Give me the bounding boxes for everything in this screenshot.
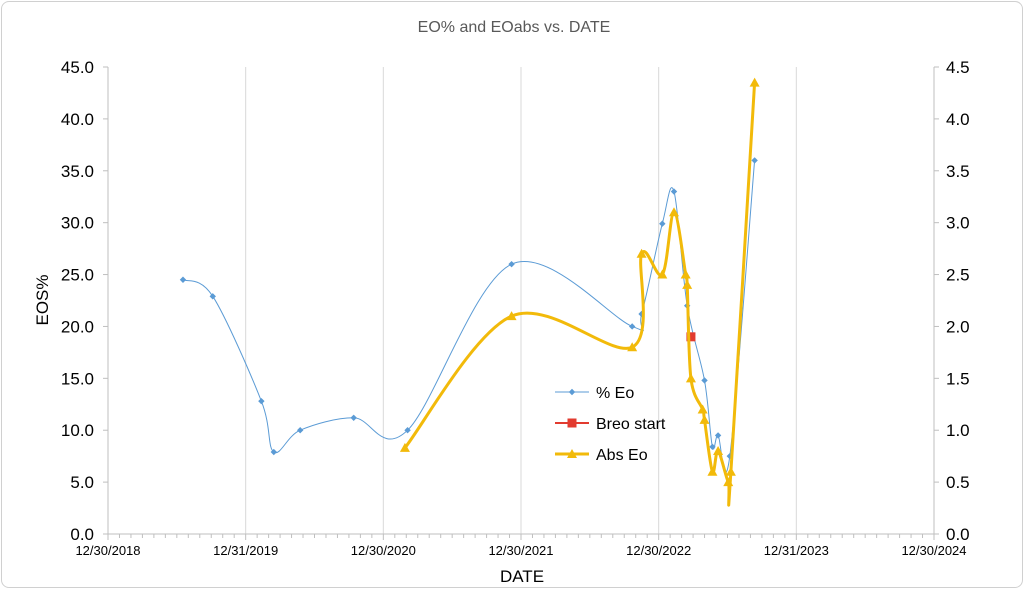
legend-swatch-marker xyxy=(567,418,577,428)
eo-point xyxy=(701,377,708,384)
eo-point xyxy=(670,188,678,195)
breo-start-point xyxy=(686,332,696,342)
legend-label: % Eo xyxy=(596,385,634,402)
y-tick-label: 15.0 xyxy=(61,369,94,388)
abs-eo-point xyxy=(699,414,710,424)
y-tick-label: 10.0 xyxy=(61,421,94,440)
eo-point xyxy=(751,157,758,164)
abs-eo-point xyxy=(685,373,696,383)
y2-tick-label: 2.0 xyxy=(946,317,970,336)
y-tick-label: 20.0 xyxy=(61,317,94,336)
abs-eo-line xyxy=(403,82,757,507)
y-tick-label: 45.0 xyxy=(61,58,94,77)
gridlines xyxy=(245,67,797,534)
eo-point xyxy=(638,310,645,318)
abs-eo-point xyxy=(399,442,410,452)
y2-tick-label: 1.5 xyxy=(946,369,970,388)
abs-eo-point xyxy=(636,248,647,258)
x-axis-title: DATE xyxy=(500,567,544,586)
legend-item-abs-eo: Abs Eo xyxy=(555,447,648,464)
y-tick-label: 30.0 xyxy=(61,214,94,233)
eo-point xyxy=(209,293,216,300)
series-0 xyxy=(179,157,758,473)
eo-point xyxy=(179,276,187,283)
legend-label: Breo start xyxy=(596,416,666,433)
legend-label: Abs Eo xyxy=(596,447,648,464)
x-tick-label: 12/30/2018 xyxy=(75,543,140,558)
abs-eo-point xyxy=(506,311,517,321)
abs-eo-point xyxy=(713,445,724,455)
x-tick-label: 12/30/2022 xyxy=(626,543,691,558)
y-axis-title: EOS% xyxy=(33,274,52,325)
y2-tick-label: 0.0 xyxy=(946,525,970,544)
y-tick-label: 25.0 xyxy=(61,266,94,285)
y-tick-label: 0.0 xyxy=(70,525,94,544)
eo-point xyxy=(628,323,636,330)
abs-eo-point xyxy=(657,269,668,279)
abs-eo-point xyxy=(680,269,691,279)
eo-point xyxy=(726,452,733,460)
x-tick-label: 12/30/2020 xyxy=(351,543,416,558)
y2-tick-label: 1.0 xyxy=(946,421,970,440)
abs-eo-point xyxy=(725,466,736,476)
eo-point xyxy=(258,397,265,405)
abs-eo-point xyxy=(697,404,708,414)
legend-swatch-marker xyxy=(568,388,576,396)
y-tick-label: 40.0 xyxy=(61,110,94,129)
eo-point xyxy=(659,220,666,227)
legend: % Eo Breo start Abs Eo xyxy=(555,385,666,464)
x-tick-label: 12/30/2021 xyxy=(488,543,553,558)
y-tick-label: 35.0 xyxy=(61,162,94,181)
y2-tick-label: 4.5 xyxy=(946,58,970,77)
y2-tick-label: 4.0 xyxy=(946,110,970,129)
legend-item-eo: % Eo xyxy=(555,385,634,402)
abs-eo-point xyxy=(723,477,734,487)
y2-tick-label: 0.5 xyxy=(946,473,970,492)
eo-point xyxy=(714,432,722,439)
y2-tick-label: 2.5 xyxy=(946,266,970,285)
eo-point xyxy=(270,448,278,456)
x-axis-ticks: 12/30/2018 12/31/2019 12/30/2020 12/30/2021… xyxy=(75,543,966,558)
eo-point xyxy=(296,427,304,434)
x-tick-label: 12/30/2024 xyxy=(901,543,966,558)
abs-eo-point xyxy=(682,279,693,289)
y2-tick-label: 3.0 xyxy=(946,214,970,233)
x-tick-label: 12/31/2023 xyxy=(764,543,829,558)
series-layer xyxy=(179,77,760,507)
axes xyxy=(103,66,939,540)
eo-point xyxy=(404,427,411,434)
series-2 xyxy=(399,77,760,507)
x-tick-label: 12/31/2019 xyxy=(213,543,278,558)
eo-line xyxy=(182,160,756,473)
eo-point xyxy=(350,414,357,421)
legend-item-breo-start: Breo start xyxy=(555,416,666,433)
abs-eo-point xyxy=(749,77,760,87)
eo-point xyxy=(508,260,515,268)
chart-title: EO% and EOabs vs. DATE xyxy=(418,19,611,36)
abs-eo-point xyxy=(668,207,679,217)
abs-eo-point xyxy=(707,466,718,476)
y-axis-ticks: 0.0 5.0 10.0 15.0 20.0 25.0 30.0 35.0 40.0 45.0 xyxy=(61,58,94,544)
series-1 xyxy=(686,332,696,342)
legend-swatch-marker xyxy=(567,449,577,458)
y2-tick-label: 3.5 xyxy=(946,162,970,181)
abs-eo-point xyxy=(627,342,638,352)
y2-axis-ticks: 0.0 0.5 1.0 1.5 2.0 2.5 3.0 3.5 4.0 4.5 xyxy=(946,58,970,544)
y-tick-label: 5.0 xyxy=(70,473,94,492)
eo-point xyxy=(709,443,716,451)
